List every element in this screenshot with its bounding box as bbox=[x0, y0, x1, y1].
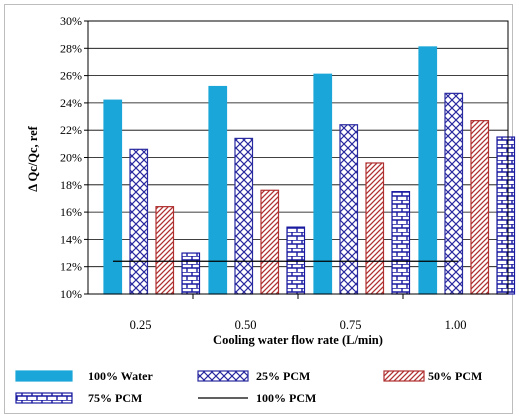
legend-swatch-water-100 bbox=[15, 370, 73, 382]
legend-label-pcm-50: 50% PCM bbox=[428, 369, 482, 383]
x-tick-label: 0.75 bbox=[340, 318, 362, 332]
legend-label-pcm-25: 25% PCM bbox=[256, 369, 310, 383]
bar-pcm-25-0.75 bbox=[339, 124, 359, 295]
bars-group bbox=[103, 46, 516, 295]
x-axis-label: Cooling water flow rate (L/min) bbox=[213, 333, 383, 347]
bar-pcm-75-0.50 bbox=[286, 226, 306, 295]
bar-pcm-75-0.75 bbox=[391, 191, 411, 295]
y-tick-label: 18% bbox=[60, 178, 82, 192]
legend: 100% Water 25% PCM 50% PCM 75% PCM 100% PCM bbox=[15, 369, 482, 405]
x-tick-label: 0.50 bbox=[235, 318, 257, 332]
bar-pcm-75-1.00 bbox=[496, 136, 516, 295]
y-tick-label: 10% bbox=[60, 287, 82, 301]
y-tick-label: 16% bbox=[60, 205, 82, 219]
y-tick-label: 26% bbox=[60, 69, 82, 83]
bar-water-100-0.50 bbox=[208, 85, 228, 295]
y-tick-labels: 10% 12% 14% 16% 18% 20% 22% 24% 26% 28% 30% bbox=[60, 14, 88, 301]
bar-pcm-75-0.25 bbox=[181, 252, 201, 295]
bar-water-100-0.25 bbox=[103, 99, 123, 295]
legend-label-pcm-75: 75% PCM bbox=[88, 391, 142, 405]
x-tick-label: 0.25 bbox=[130, 318, 152, 332]
y-tick-label: 20% bbox=[60, 151, 82, 165]
bar-pcm-25-0.50 bbox=[234, 137, 254, 295]
y-tick-label: 22% bbox=[60, 123, 82, 137]
legend-label-pcm-100: 100% PCM bbox=[256, 391, 316, 405]
bar-water-100-1.00 bbox=[418, 46, 438, 295]
y-tick-label: 28% bbox=[60, 41, 82, 55]
legend-swatch-pcm-50 bbox=[383, 370, 425, 382]
bar-pcm-50-0.50 bbox=[260, 189, 280, 295]
bar-pcm-50-1.00 bbox=[470, 120, 490, 295]
y-tick-label: 12% bbox=[60, 260, 82, 274]
y-tick-label: 30% bbox=[60, 14, 82, 28]
legend-swatch-pcm-25 bbox=[197, 370, 249, 382]
y-tick-label: 14% bbox=[60, 232, 82, 246]
bar-pcm-50-0.25 bbox=[155, 206, 175, 295]
y-axis-label: Δ Qc/Qc, ref bbox=[26, 125, 40, 191]
bar-pcm-50-0.75 bbox=[365, 162, 385, 295]
bar-pcm-25-0.25 bbox=[129, 148, 149, 295]
legend-swatch-pcm-75 bbox=[15, 392, 73, 404]
x-tick-labels: 0.25 0.50 0.75 1.00 bbox=[130, 294, 467, 332]
bar-pcm-25-1.00 bbox=[444, 92, 464, 295]
legend-label-water-100: 100% Water bbox=[88, 369, 153, 383]
x-tick-label: 1.00 bbox=[445, 318, 467, 332]
y-tick-label: 24% bbox=[60, 96, 82, 110]
